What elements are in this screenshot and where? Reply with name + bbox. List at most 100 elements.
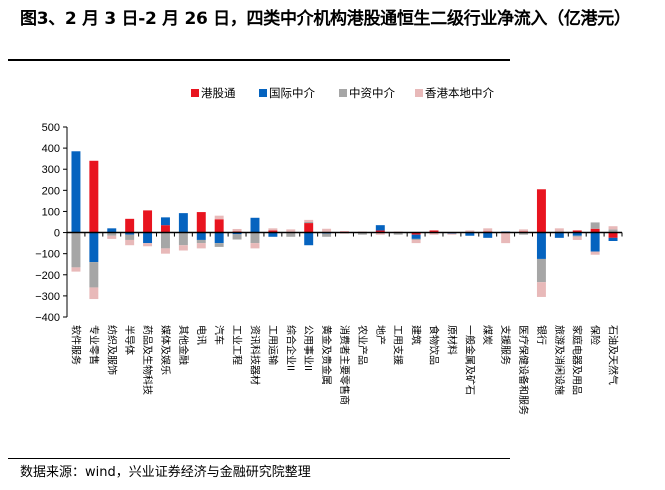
legend-label: 港股通 — [201, 86, 236, 100]
x-tick-label: 汽车 — [213, 325, 226, 345]
bar-segment — [590, 251, 600, 255]
bar-segment — [411, 239, 421, 244]
x-tick-label: 工业工程 — [231, 325, 243, 365]
legend-label: 香港本地中介 — [425, 86, 494, 100]
bar-segment — [214, 232, 224, 244]
bar-segment — [268, 228, 278, 231]
bar-segment — [268, 232, 278, 237]
x-tick-label: 其他金融 — [177, 325, 190, 365]
x-axis-labels: 软件服务 专业零售 纺织及服饰 半导体 药品及生物科技 媒体及娱乐 其他金融 电讯 汽车 工业工程… — [69, 325, 619, 415]
bar-segment — [465, 232, 475, 236]
x-tick-label: 软件服务 — [69, 325, 82, 365]
x-tick-label: 农业产品 — [356, 325, 369, 365]
bar-segment — [572, 230, 582, 233]
bar-segment — [125, 218, 135, 233]
bar-segment — [608, 237, 618, 241]
bar-segment — [232, 234, 242, 240]
bar-segment — [286, 229, 296, 233]
bar-segment — [214, 215, 224, 220]
x-tick-label: 工用支援 — [392, 325, 405, 365]
bar-segment — [357, 232, 367, 235]
bar-segment — [572, 232, 582, 236]
bar-segment — [160, 225, 170, 233]
y-tick-label: −200 — [35, 270, 60, 282]
y-tick-label: 300 — [42, 164, 60, 176]
x-tick-label: 综合企业II — [284, 325, 297, 371]
legend-swatch — [259, 89, 267, 97]
x-tick-label: 银行 — [535, 325, 548, 345]
bar-segment — [590, 222, 600, 229]
bar-segment — [590, 232, 600, 252]
bar-segment — [375, 232, 385, 235]
bar-segment — [107, 232, 117, 236]
y-tick-label: 100 — [42, 206, 60, 218]
x-tick-label: 煤炭 — [481, 325, 494, 345]
bar-segment — [519, 232, 529, 235]
y-tick-label: −400 — [35, 312, 60, 324]
bar-segment — [196, 239, 206, 244]
bar-segment — [178, 213, 188, 233]
chart: 港股通 国际中介 中资中介 香港本地中介 500 400 300 200 100 0 −100 −2… — [35, 86, 623, 415]
x-tick-label: 媒体及娱乐 — [159, 325, 172, 375]
legend-swatch — [415, 89, 423, 97]
bar-segment — [322, 233, 332, 237]
bar-segment — [536, 232, 546, 259]
bar-segment — [393, 232, 403, 235]
bar-segment — [411, 232, 421, 235]
bar-segment — [483, 232, 493, 238]
bar-segment — [304, 222, 314, 224]
y-tick-label: −100 — [35, 249, 60, 261]
bar-segment — [286, 232, 296, 237]
source-divider — [8, 458, 510, 459]
bar-segment — [411, 234, 421, 239]
legend-label: 国际中介 — [269, 86, 315, 100]
bar-segment — [89, 262, 99, 288]
x-tick-label: 家庭电器及用品 — [571, 325, 584, 395]
bar-segment — [178, 245, 188, 251]
x-tick-label: 黄金及贵金属 — [320, 325, 333, 385]
legend-swatch — [191, 89, 199, 97]
bar-segment — [429, 230, 439, 233]
bar-segment — [554, 228, 564, 232]
bar-segment — [71, 151, 81, 233]
bar-segment — [250, 217, 260, 233]
bar-segment — [160, 248, 170, 254]
x-tick-label: 工用运输 — [266, 325, 279, 365]
bar-segment — [125, 232, 135, 235]
bar-segment — [608, 226, 618, 230]
bar-segment — [519, 229, 529, 232]
x-tick-label: 电讯 — [195, 325, 208, 345]
bar-segment — [196, 243, 206, 249]
bar-segment — [89, 160, 99, 233]
bar-segment — [250, 243, 260, 249]
bar-segment — [304, 232, 314, 246]
bar-segment — [322, 228, 332, 232]
bar-segment — [554, 232, 564, 238]
bar-segment — [375, 225, 385, 231]
bar-segment — [465, 230, 475, 233]
y-tick-label: 200 — [42, 185, 60, 197]
x-tick-label: 一般金属及矿石 — [463, 325, 476, 395]
bar-segment — [536, 282, 546, 297]
x-tick-label: 食物饮品 — [428, 325, 441, 365]
bar-segment — [125, 234, 135, 240]
y-tick-label: 500 — [42, 122, 60, 134]
bar-segment — [590, 228, 600, 233]
bar-segment — [143, 210, 153, 233]
legend-swatch — [339, 89, 347, 97]
bar-segment — [214, 243, 224, 247]
x-tick-label: 旅游及消闲设施 — [553, 325, 566, 395]
bar-segment — [71, 267, 81, 272]
bar-segment — [89, 232, 99, 263]
bar-segment — [178, 232, 188, 246]
legend-label: 中资中介 — [349, 86, 395, 100]
bar-segment — [536, 258, 546, 283]
legend-item: 香港本地中介 — [415, 86, 494, 100]
x-tick-label: 药品及生物科技 — [141, 325, 154, 395]
bar-segment — [71, 232, 81, 268]
x-tick-label: 原材料 — [445, 325, 458, 355]
bar-segment — [214, 219, 224, 233]
bar-segment — [447, 233, 457, 235]
bar-segment — [268, 230, 278, 233]
x-tick-label: 石油及天然气 — [607, 325, 620, 385]
